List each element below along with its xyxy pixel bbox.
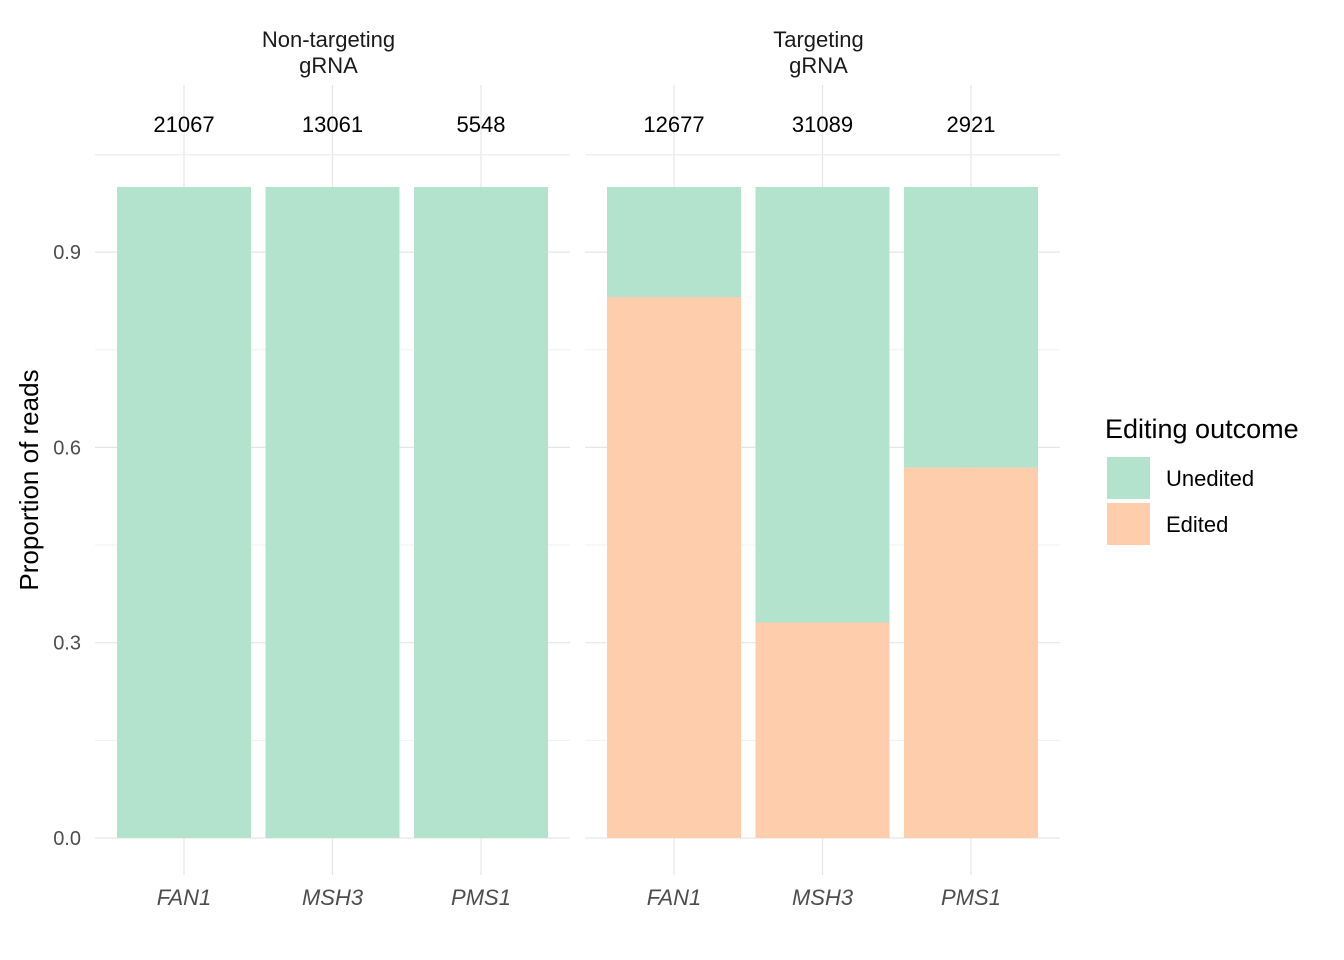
y-tick-label: 0.6 <box>53 437 81 459</box>
y-tick-label: 0.0 <box>53 828 81 850</box>
legend-label-unedited: Unedited <box>1166 466 1254 491</box>
facet-label: Non-targeting <box>262 27 395 52</box>
read-count-label: 31089 <box>792 112 853 137</box>
bar-layer <box>117 187 1038 838</box>
bar-edited-fan1 <box>607 297 741 838</box>
read-count-label: 5548 <box>457 112 506 137</box>
bar-edited-msh3 <box>755 622 890 838</box>
bar-unedited-fan1 <box>117 187 251 838</box>
read-count-label: 21067 <box>153 112 214 137</box>
facet-label: Targeting <box>773 27 864 52</box>
legend-title: Editing outcome <box>1105 414 1299 444</box>
legend-swatch-unedited <box>1107 457 1150 499</box>
x-tick-label: FAN1 <box>157 885 212 910</box>
bar-edited-pms1 <box>904 467 1038 838</box>
y-tick-label: 0.3 <box>53 633 81 655</box>
bar-unedited-msh3 <box>755 187 890 623</box>
read-count-label: 12677 <box>643 112 704 137</box>
facet-label: gRNA <box>299 53 358 78</box>
read-count-label: 2921 <box>947 112 996 137</box>
legend-swatch-edited <box>1107 503 1150 545</box>
bar-unedited-pms1 <box>414 187 548 838</box>
bar-unedited-msh3 <box>265 187 400 838</box>
legend-label-edited: Edited <box>1166 512 1228 537</box>
y-tick-label: 0.9 <box>53 242 81 264</box>
x-tick-label: PMS1 <box>451 885 511 910</box>
x-tick-label: MSH3 <box>792 885 854 910</box>
bar-unedited-pms1 <box>904 187 1038 468</box>
bar-unedited-fan1 <box>607 187 741 298</box>
x-tick-label: PMS1 <box>941 885 1001 910</box>
read-count-label: 13061 <box>302 112 363 137</box>
x-tick-label: MSH3 <box>302 885 364 910</box>
facet-label: gRNA <box>789 53 848 78</box>
legend: Editing outcome Unedited Edited <box>1105 414 1299 545</box>
y-axis-title: Proportion of reads <box>14 369 44 590</box>
x-tick-label: FAN1 <box>647 885 702 910</box>
